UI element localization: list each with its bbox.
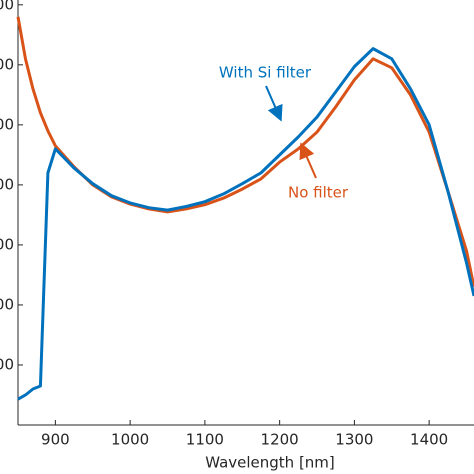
y-tick-label: 00: [0, 0, 14, 13]
x-tick-label: 1400: [410, 431, 448, 449]
series-line: [17, 47, 474, 401]
series-line: [16, 16, 474, 288]
x-tick-label: 1200: [261, 431, 299, 449]
x-tick-label: 1100: [186, 431, 224, 449]
y-tick-label: 00: [0, 235, 14, 253]
x-tick-label: 900: [41, 431, 70, 449]
x-tick-label: 1300: [335, 431, 373, 449]
legend-label: With Si filter: [219, 64, 312, 82]
annotation-arrow: [299, 142, 317, 179]
y-tick-label: 00: [0, 295, 14, 313]
y-tick-label: 00: [0, 355, 14, 373]
y-tick-label: 00: [0, 175, 14, 193]
x-axis-label: Wavelength [nm]: [205, 454, 335, 472]
y-tick-label: 00: [0, 115, 14, 133]
y-tick-label: 00: [0, 55, 14, 73]
legend-label: No filter: [288, 184, 349, 202]
annotation-arrow: [265, 85, 283, 122]
x-tick-label: 1000: [111, 431, 149, 449]
